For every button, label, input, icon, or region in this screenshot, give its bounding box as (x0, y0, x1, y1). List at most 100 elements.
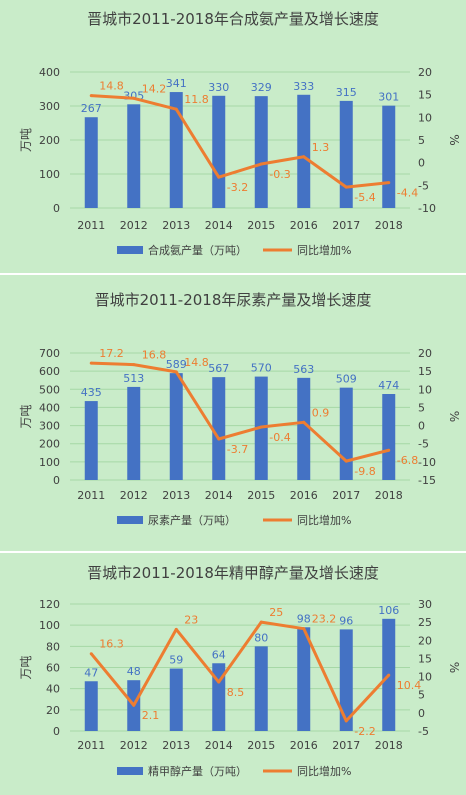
methanol-chart-panel: 晋城市2011-2018年精甲醇产量及增长速度 0 20 40 60 80 100 120 -5… (0, 556, 466, 795)
growth-value-label: 17.2 (99, 347, 124, 360)
bar-value-label: 48 (127, 665, 141, 678)
bar-value-label: 301 (378, 91, 399, 104)
y-axis-label: 万吨 (19, 404, 33, 428)
chart-svg: 晋城市2011-2018年合成氨产量及增长速度0100200300400-10-… (19, 10, 461, 257)
y-tick-label: 300 (39, 100, 60, 113)
y-tick-label: 120 (39, 598, 60, 611)
x-tick-label: 2012 (120, 739, 148, 752)
y2-axis-label: % (447, 411, 461, 422)
y-tick-label: 700 (39, 347, 60, 360)
y2-tick-label: 5 (418, 401, 425, 414)
y2-tick-label: 10 (418, 383, 432, 396)
y2-tick-label: -5 (418, 179, 429, 192)
growth-value-label: 11.8 (184, 93, 209, 106)
y2-tick-label: 10 (418, 671, 432, 684)
x-tick-label: 2014 (205, 219, 233, 232)
y2-tick-label: 20 (418, 634, 432, 647)
bar (382, 394, 396, 480)
x-tick-label: 2016 (290, 219, 318, 232)
y2-tick-label: 0 (418, 157, 425, 170)
x-tick-label: 2016 (290, 489, 318, 502)
x-tick-label: 2018 (375, 489, 403, 502)
chart-title: 晋城市2011-2018年尿素产量及增长速度 (95, 291, 372, 309)
growth-line (91, 361, 390, 463)
y-axis-label: 万吨 (19, 655, 33, 679)
bar (169, 668, 183, 731)
growth-line (90, 620, 390, 723)
bar (169, 373, 183, 480)
bar (339, 387, 353, 480)
y2-tick-label: -5 (418, 438, 429, 451)
bar-value-label: 267 (81, 102, 102, 115)
legend-label-line: 同比增加% (297, 243, 351, 257)
bar-value-label: 570 (251, 362, 272, 375)
bar (254, 96, 268, 208)
panel-divider (0, 273, 466, 275)
growth-point (132, 363, 136, 367)
growth-value-label: -0.3 (269, 168, 290, 181)
x-tick-label: 2017 (332, 489, 360, 502)
y-tick-label: 200 (39, 438, 60, 451)
panel-divider (0, 551, 466, 553)
growth-line (91, 94, 389, 189)
y-tick-label: 100 (39, 456, 60, 469)
x-tick-label: 2017 (332, 219, 360, 232)
growth-point (132, 96, 136, 100)
x-tick-label: 2014 (205, 739, 233, 752)
growth-point (302, 627, 306, 631)
bar-value-label: 96 (339, 614, 353, 627)
growth-value-label: -3.2 (227, 181, 248, 194)
y-tick-label: 100 (39, 619, 60, 632)
bar-value-label: 509 (336, 373, 357, 386)
y-tick-label: 80 (46, 640, 60, 653)
y2-tick-label: -5 (418, 725, 429, 738)
x-tick-label: 2016 (290, 739, 318, 752)
ammonia-chart-panel: 晋城市2011-2018年合成氨产量及增长速度 0 100 200 300 400 -10-… (0, 0, 466, 270)
growth-point (344, 459, 348, 463)
bar (297, 94, 311, 208)
bar (339, 629, 353, 731)
bar-value-label: 329 (251, 81, 272, 94)
x-tick-label: 2015 (247, 739, 275, 752)
x-tick-label: 2013 (162, 489, 190, 502)
legend-swatch-bar (117, 767, 143, 775)
x-tick-label: 2018 (375, 739, 403, 752)
y2-tick-label: -10 (418, 202, 436, 215)
x-tick-label: 2011 (77, 489, 105, 502)
bar-value-label: 513 (123, 372, 144, 385)
growth-point (302, 155, 306, 159)
y-tick-label: 600 (39, 365, 60, 378)
growth-point (89, 361, 93, 365)
chart-title: 晋城市2011-2018年合成氨产量及增长速度 (87, 10, 379, 28)
growth-value-label: -3.7 (227, 443, 248, 456)
growth-value-label: 14.8 (99, 80, 124, 93)
growth-point (259, 162, 263, 166)
bar (84, 681, 98, 731)
growth-point (259, 425, 263, 429)
bar (169, 92, 183, 208)
legend-label-bar: 精甲醇产量（万吨） (148, 764, 247, 778)
bar (297, 627, 311, 731)
bar (254, 646, 268, 731)
x-tick-label: 2013 (162, 219, 190, 232)
growth-value-label: -4.4 (397, 187, 418, 200)
growth-point (217, 175, 221, 179)
y-tick-label: 500 (39, 383, 60, 396)
chart-svg: 晋城市2011-2018年精甲醇产量及增长速度020406080100120-5… (19, 564, 461, 778)
growth-value-label: 23 (184, 613, 198, 626)
growth-point (344, 719, 348, 723)
growth-value-label: 25 (269, 606, 283, 619)
bar-value-label: 341 (166, 77, 187, 90)
bar-value-label: 330 (208, 81, 229, 94)
growth-value-label: 1.3 (312, 141, 330, 154)
growth-point (89, 652, 93, 656)
growth-point (387, 673, 391, 677)
growth-value-label: 2.1 (142, 709, 160, 722)
bar (297, 377, 311, 480)
urea-chart-panel: 晋城市2011-2018年尿素产量及增长速度 0 100 200 300 400 500 60… (0, 279, 466, 549)
growth-point (344, 185, 348, 189)
y-tick-label: 300 (39, 420, 60, 433)
growth-point (89, 94, 93, 98)
growth-point (217, 680, 221, 684)
bar (339, 100, 353, 208)
